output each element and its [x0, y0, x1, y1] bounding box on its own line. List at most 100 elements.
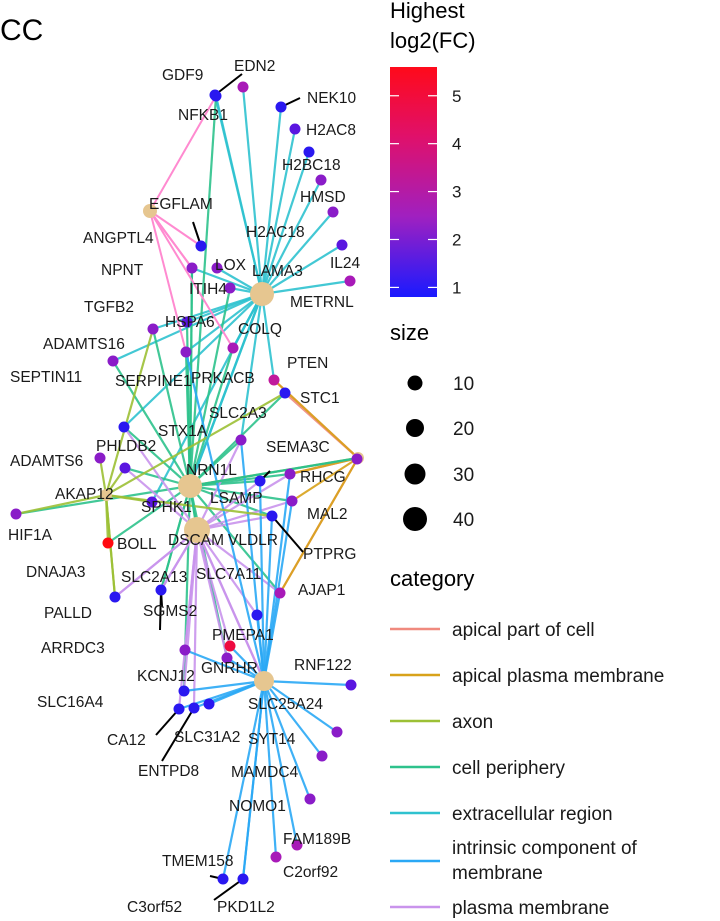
gene-label: MAL2	[307, 506, 348, 523]
gene-node	[274, 587, 286, 599]
gene-node	[237, 81, 249, 93]
gene-label: SYT14	[248, 731, 296, 748]
network-edge	[98, 457, 108, 496]
gene-label: ENTPD8	[138, 763, 199, 780]
legend-category-label: plasma membrane	[452, 898, 609, 919]
legend-colorbar-ticks: 1 2 3 4 5	[390, 87, 461, 297]
gene-label: PMEPA1	[212, 627, 274, 644]
category-node	[250, 282, 274, 306]
network-edge	[196, 439, 242, 531]
gene-node	[195, 240, 207, 252]
network-edge	[189, 485, 281, 594]
gene-node	[336, 239, 348, 251]
gene-node	[217, 873, 229, 885]
network-edge	[149, 210, 202, 247]
legend-category-label: intrinsic component of	[452, 838, 638, 859]
network-edge	[188, 347, 235, 487]
gene-label: EDN2	[234, 58, 275, 75]
gene-label: TGFB2	[84, 299, 134, 316]
category-node	[143, 204, 157, 218]
legend-size-dot	[404, 463, 426, 485]
gene-node	[331, 726, 343, 738]
gene-label: SGMS2	[143, 603, 197, 620]
gene-label: VLDLR	[228, 532, 278, 549]
legend-color: Highest log2(FC) 1 2 3 4 5	[390, 0, 476, 297]
gene-label: PKD1L2	[217, 899, 275, 916]
gene-node	[227, 342, 239, 354]
gene-node	[188, 702, 200, 714]
gene-label: SLC2A13	[121, 569, 187, 586]
gene-node	[303, 146, 315, 158]
network-edge	[214, 95, 264, 295]
gene-node	[178, 685, 190, 697]
colorbar-tick-label: 2	[452, 231, 461, 250]
network-edge	[291, 457, 359, 502]
gene-label: SLC7A11	[196, 566, 261, 583]
gene-label: ARRDC3	[41, 640, 105, 657]
legend-color-title-line2: log2(FC)	[390, 28, 476, 53]
colorbar-tick-label: 4	[452, 135, 461, 154]
gene-label: PTEN	[287, 355, 328, 372]
gene-label: PHLDB2	[96, 438, 156, 455]
network-edge	[104, 494, 110, 544]
gene-node	[203, 698, 215, 710]
gene-node	[266, 510, 278, 522]
legend-category-label: apical part of cell	[452, 620, 595, 641]
gene-label: COLQ	[238, 321, 282, 338]
colorbar-tick-label: 1	[452, 278, 461, 297]
network-edge	[196, 473, 291, 531]
network-edge	[260, 293, 276, 381]
gene-label: H2BC18	[282, 157, 341, 174]
network-edge	[104, 328, 155, 496]
gene-node	[224, 640, 236, 652]
gene-node	[344, 275, 356, 287]
gene-node	[10, 508, 22, 520]
gene-label: SLC2A3	[209, 405, 267, 422]
network-edge	[261, 244, 343, 295]
gene-labels: GDF9 EDN2 NEK10 NFKB1 H2AC8 H2BC18 HMSD EGFLAM L…	[8, 58, 361, 916]
network-edge	[177, 529, 199, 710]
network-nodes	[10, 81, 364, 885]
gene-label: ADAMTS16	[43, 336, 125, 353]
network-edge	[196, 529, 258, 616]
network-edge	[255, 614, 266, 682]
legend-category-title: category	[390, 566, 474, 591]
gene-label: SLC31A2	[174, 729, 240, 746]
network-edge	[260, 106, 283, 295]
gene-label: NRN1L	[186, 462, 237, 479]
gene-label: DNAJA3	[26, 564, 85, 581]
gene-node	[251, 609, 263, 621]
label-leader-line	[214, 73, 243, 96]
gene-node	[304, 793, 316, 805]
network-edge	[149, 95, 217, 212]
gene-label: MAMDC4	[231, 764, 299, 781]
network-edge	[263, 680, 338, 733]
gene-node	[109, 591, 121, 603]
gene-node	[155, 584, 167, 596]
network-edge	[241, 86, 264, 295]
gene-label: METRNL	[290, 294, 354, 311]
gene-label: HMSD	[300, 189, 346, 206]
legend-size: size 10 20 30 40	[390, 320, 474, 531]
category-node	[100, 489, 112, 501]
legend-size-dot	[403, 507, 427, 531]
gene-label: TMEM158	[162, 853, 234, 870]
gene-node	[237, 873, 249, 885]
gene-label: RHCG	[300, 469, 346, 486]
gene-node	[102, 537, 114, 549]
network-edge	[260, 128, 297, 295]
gene-node	[119, 462, 131, 474]
network-edge	[123, 426, 191, 487]
gene-label: ITIH4	[189, 281, 227, 298]
gene-label: BOLL	[117, 536, 157, 553]
gene-label: H2AC18	[246, 224, 305, 241]
network-edge	[184, 351, 266, 682]
gene-label: NOMO1	[229, 798, 286, 815]
gene-label: C2orf92	[283, 864, 338, 881]
network-edge	[105, 493, 273, 518]
gene-label: LSAMP	[210, 490, 263, 507]
gene-node	[147, 323, 159, 335]
gene-label: LAMA3	[252, 263, 303, 280]
category-node	[254, 671, 274, 691]
network-edge	[123, 293, 263, 428]
